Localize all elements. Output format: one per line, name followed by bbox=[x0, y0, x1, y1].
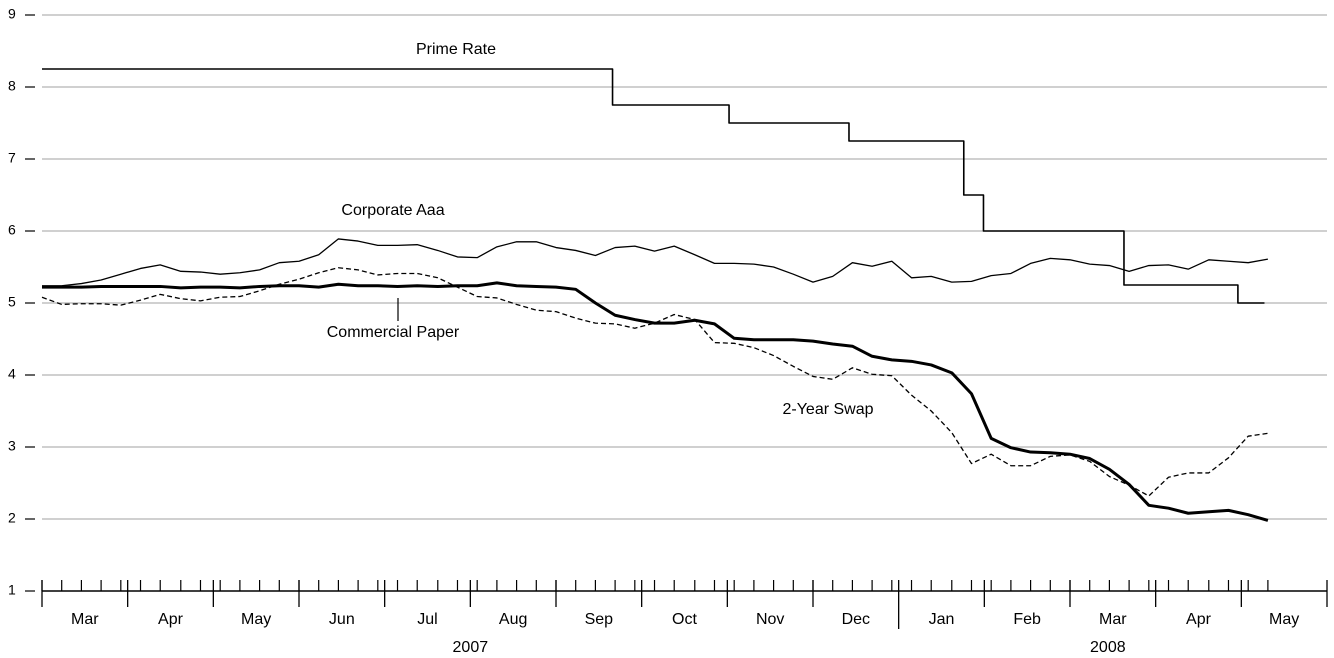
x-tick-label: May bbox=[241, 611, 271, 628]
x-tick-label: May bbox=[1269, 611, 1299, 628]
series-line bbox=[42, 68, 1265, 304]
x-tick-label: Aug bbox=[499, 611, 527, 628]
series-label: 2-Year Swap bbox=[782, 401, 873, 418]
y-tick-label: 9 bbox=[8, 6, 16, 22]
y-tick-label: 3 bbox=[8, 438, 16, 454]
x-tick-label: Sep bbox=[585, 611, 614, 628]
x-tick-label: Mar bbox=[71, 611, 99, 628]
y-tick-label: 8 bbox=[8, 78, 16, 94]
x-tick-label: Mar bbox=[1099, 611, 1127, 628]
x-tick-label: Apr bbox=[1186, 611, 1212, 628]
series-label: Prime Rate bbox=[416, 41, 496, 58]
y-tick-label: 1 bbox=[8, 582, 16, 598]
x-tick-label: Nov bbox=[756, 611, 784, 628]
x-tick-label: Jan bbox=[929, 611, 955, 628]
x-tick-label: Apr bbox=[158, 611, 184, 628]
x-group-label: 2008 bbox=[1090, 639, 1126, 656]
x-tick-label: Oct bbox=[672, 611, 697, 628]
series-line bbox=[42, 281, 1269, 522]
x-tick-label: Jul bbox=[417, 611, 437, 628]
x-tick-label: Jun bbox=[329, 611, 355, 628]
y-tick-label: 5 bbox=[8, 294, 16, 310]
series-line bbox=[41, 267, 1268, 497]
y-tick-label: 7 bbox=[8, 150, 16, 166]
series-label: Corporate Aaa bbox=[341, 202, 444, 219]
series-line bbox=[42, 238, 1269, 287]
series-label: Commercial Paper bbox=[327, 324, 460, 341]
x-group-label: 2007 bbox=[453, 639, 489, 656]
y-tick-label: 2 bbox=[8, 510, 16, 526]
x-tick-label: Dec bbox=[842, 611, 870, 628]
x-tick-label: Feb bbox=[1013, 611, 1041, 628]
y-tick-label: 6 bbox=[8, 222, 16, 238]
y-tick-label: 4 bbox=[8, 366, 16, 382]
